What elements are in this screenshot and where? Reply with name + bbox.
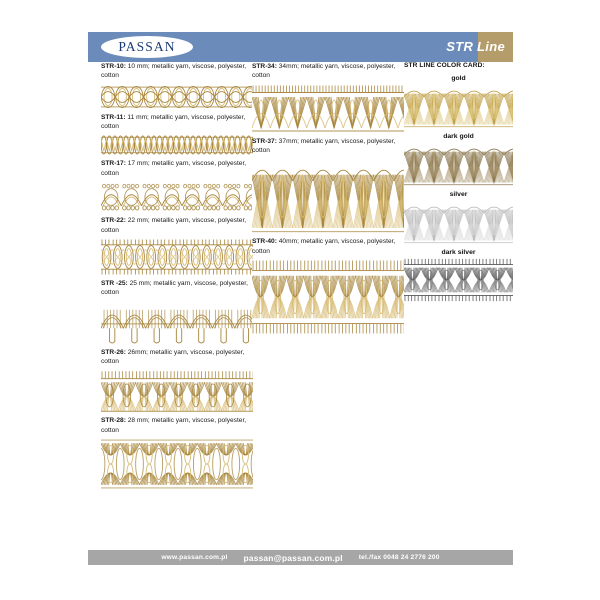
product-code: STR-11: xyxy=(101,113,126,121)
footer-email[interactable]: passan@passan.com.pl xyxy=(243,552,343,563)
product-trim-swatch xyxy=(101,134,253,157)
product-spec: 40mm; metallic yarn, viscose, polyester,… xyxy=(252,238,396,255)
product-code: STR-10: xyxy=(101,63,126,70)
product-spec: 26mm; metallic yarn, viscose, polyester,… xyxy=(101,348,245,365)
page-footer: www.passan.com.pl passan@passan.com.pl t… xyxy=(88,550,513,565)
color-card-item[interactable]: gold xyxy=(404,75,513,128)
product-spec: 22 mm; metallic yarn, viscose, polyester… xyxy=(101,217,247,234)
product-label: STR-11: 11 mm; metallic yarn, viscose, p… xyxy=(101,113,253,132)
color-card-item[interactable]: dark gold xyxy=(404,133,513,186)
product-label: STR-10: 10 mm; metallic yarn, viscose, p… xyxy=(101,62,253,81)
product-code: STR -25: xyxy=(101,279,128,287)
product-label: STR-40: 40mm; metallic yarn, viscose, po… xyxy=(252,237,404,256)
product-item: STR-22: 22 mm; metallic yarn, viscose, p… xyxy=(101,216,253,276)
footer-website[interactable]: www.passan.com.pl xyxy=(161,554,228,561)
page-title: STR Line xyxy=(446,39,505,54)
product-trim-swatch xyxy=(101,438,253,491)
product-trim-swatch xyxy=(101,300,253,345)
color-card-swatch xyxy=(404,84,513,128)
product-column-left: STR-10: 10 mm; metallic yarn, viscose, p… xyxy=(101,62,253,493)
color-card-name: dark silver xyxy=(441,249,476,256)
product-spec: 25 mm; metallic yarn, viscose, polyester… xyxy=(101,279,248,297)
product-spec: 11 mm; metallic yarn, viscose, polyester… xyxy=(101,113,246,131)
product-trim-swatch xyxy=(101,181,253,214)
product-spec: 17 mm; metallic yarn, viscose, polyester… xyxy=(101,160,247,177)
product-label: STR -25: 25 mm; metallic yarn, viscose, … xyxy=(101,279,253,298)
product-label: STR-22: 22 mm; metallic yarn, viscose, p… xyxy=(101,216,253,235)
logo-text: PASSAN xyxy=(118,39,176,55)
color-card-name: silver xyxy=(449,191,468,198)
product-trim-swatch xyxy=(101,369,253,414)
color-card-name: dark gold xyxy=(443,133,474,140)
product-item: STR-11: 11 mm; metallic yarn, viscose, p… xyxy=(101,113,253,157)
color-card-swatch xyxy=(404,200,513,244)
product-code: STR-40: xyxy=(252,238,277,246)
product-spec: 10 mm; metallic yarn, viscose, polyester… xyxy=(101,63,247,80)
product-label: STR-17: 17 mm; metallic yarn, viscose, p… xyxy=(101,159,253,178)
product-code: STR-26: xyxy=(101,348,126,356)
product-spec: 37mm; metallic yarn, viscose, polyester,… xyxy=(252,137,396,155)
color-card-swatch xyxy=(404,258,513,302)
color-card-item[interactable]: silver xyxy=(404,191,513,244)
product-item: STR-17: 17 mm; metallic yarn, viscose, p… xyxy=(101,159,253,214)
product-trim-swatch xyxy=(252,158,404,235)
product-item: STR -25: 25 mm; metallic yarn, viscose, … xyxy=(101,279,253,345)
product-trim-swatch xyxy=(252,259,404,336)
product-label: STR-37: 37mm; metallic yarn, viscose, po… xyxy=(252,137,404,156)
product-code: STR-34: xyxy=(252,63,277,70)
product-item: STR-10: 10 mm; metallic yarn, viscose, p… xyxy=(101,62,253,110)
color-card-name: gold xyxy=(451,75,466,82)
product-code: STR-28: xyxy=(101,417,126,425)
product-item: STR-28: 28 mm; metallic yarn, viscose, p… xyxy=(101,416,253,491)
product-code: STR-17: xyxy=(101,160,126,168)
passan-logo: PASSAN xyxy=(101,36,193,58)
product-column-middle: STR-34: 34mm; metallic yarn, viscose, po… xyxy=(252,62,404,338)
page-header: PASSAN STR Line xyxy=(88,32,513,62)
product-spec: 28 mm; metallic yarn, viscose, polyester… xyxy=(101,417,247,434)
product-trim-swatch xyxy=(101,83,253,110)
color-card-swatch xyxy=(404,142,513,186)
footer-phone: tel./fax 0048 24 2776 200 xyxy=(358,554,440,561)
header-tan-block xyxy=(478,32,513,62)
color-card-item[interactable]: dark silver xyxy=(404,249,513,302)
color-card-list: gold dark gold silver dark silver xyxy=(404,75,513,302)
color-card-title: STR LINE COLOR CARD: xyxy=(404,62,485,69)
product-item: STR-37: 37mm; metallic yarn, viscose, po… xyxy=(252,137,404,235)
product-columns: STR-10: 10 mm; metallic yarn, viscose, p… xyxy=(88,62,513,532)
product-item: STR-40: 40mm; metallic yarn, viscose, po… xyxy=(252,237,404,336)
product-spec: 34mm; metallic yarn, viscose, polyester,… xyxy=(252,63,396,80)
product-item: STR-26: 26mm; metallic yarn, viscose, po… xyxy=(101,348,253,414)
product-label: STR-34: 34mm; metallic yarn, viscose, po… xyxy=(252,62,404,81)
product-trim-swatch xyxy=(101,237,253,276)
color-card-column: STR LINE COLOR CARD: gold dark gold silver… xyxy=(404,62,513,307)
product-label: STR-26: 26mm; metallic yarn, viscose, po… xyxy=(101,348,253,367)
product-code: STR-37: xyxy=(252,137,277,145)
product-label: STR-28: 28 mm; metallic yarn, viscose, p… xyxy=(101,416,253,435)
product-trim-swatch xyxy=(252,83,404,134)
product-item: STR-34: 34mm; metallic yarn, viscose, po… xyxy=(252,62,404,134)
product-code: STR-22: xyxy=(101,217,126,225)
